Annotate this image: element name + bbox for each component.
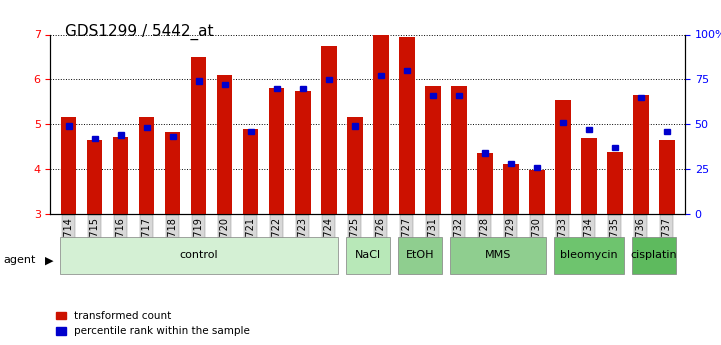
Bar <box>92 136 98 141</box>
Text: MMS: MMS <box>485 250 511 260</box>
Bar <box>529 170 544 214</box>
Bar <box>118 132 124 138</box>
Bar <box>61 117 76 214</box>
Bar <box>456 93 462 98</box>
Bar <box>637 95 644 100</box>
Bar <box>87 140 102 214</box>
Bar <box>430 93 435 98</box>
Bar <box>326 77 332 82</box>
Bar <box>482 150 488 156</box>
Bar <box>477 153 492 214</box>
Bar <box>559 120 566 125</box>
Text: NaCl: NaCl <box>355 250 381 260</box>
Bar <box>659 140 675 214</box>
Bar <box>581 138 596 214</box>
Bar <box>663 129 670 134</box>
Bar <box>321 46 337 214</box>
Bar <box>169 134 176 139</box>
Text: bleomycin: bleomycin <box>560 250 618 260</box>
Bar <box>243 129 259 214</box>
Bar <box>139 117 154 214</box>
Bar <box>60 237 338 274</box>
Bar <box>269 88 285 214</box>
Text: ▶: ▶ <box>45 256 53 265</box>
Bar <box>397 237 442 274</box>
Bar <box>373 34 389 214</box>
Bar <box>345 237 390 274</box>
Bar <box>352 123 358 129</box>
Bar <box>143 125 150 130</box>
Bar <box>503 164 518 214</box>
Bar <box>113 137 128 214</box>
Bar <box>66 123 72 129</box>
Bar <box>632 237 676 274</box>
Bar <box>404 68 410 73</box>
Bar <box>508 161 514 166</box>
Text: GDS1299 / 5442_at: GDS1299 / 5442_at <box>65 24 213 40</box>
Bar <box>195 78 202 84</box>
Text: cisplatin: cisplatin <box>630 250 677 260</box>
Bar <box>399 37 415 214</box>
Bar <box>295 90 311 214</box>
Text: EtOH: EtOH <box>405 250 434 260</box>
Bar <box>217 75 232 214</box>
Bar <box>633 95 649 214</box>
Bar <box>450 237 546 274</box>
Bar <box>451 86 466 214</box>
Bar <box>425 86 441 214</box>
Bar <box>585 127 592 132</box>
Bar <box>347 117 363 214</box>
Bar <box>378 73 384 78</box>
Bar <box>300 86 306 91</box>
Bar <box>221 82 228 87</box>
Bar <box>611 145 618 150</box>
Bar <box>191 57 206 214</box>
Legend: transformed count, percentile rank within the sample: transformed count, percentile rank withi… <box>56 311 250 336</box>
Bar <box>273 86 280 91</box>
Bar <box>247 129 254 134</box>
Bar <box>165 132 180 214</box>
Text: control: control <box>180 250 218 260</box>
Bar <box>607 152 622 214</box>
Text: agent: agent <box>4 256 36 265</box>
Bar <box>554 237 624 274</box>
Bar <box>534 165 540 170</box>
Bar <box>555 100 570 214</box>
